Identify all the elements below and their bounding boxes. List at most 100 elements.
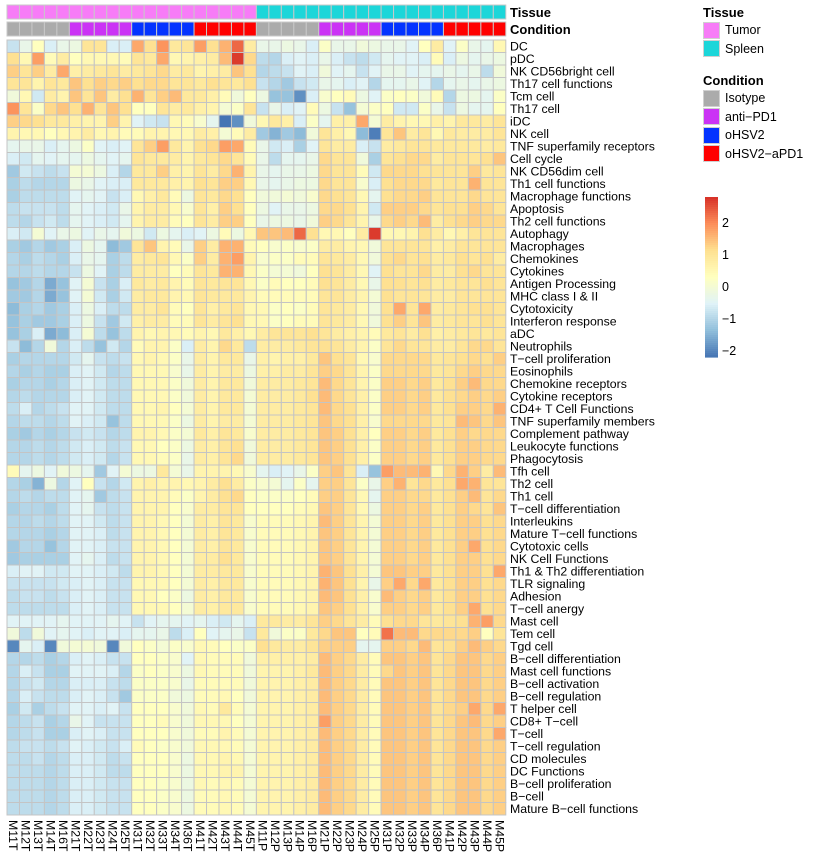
heatmap-cell [193, 377, 208, 391]
heatmap-cell [418, 739, 432, 753]
heatmap-cell [255, 227, 270, 241]
heatmap-cell [93, 577, 108, 591]
heatmap-cell [243, 789, 257, 803]
tissue-annotation-cell [343, 4, 357, 20]
heatmap-cell [206, 464, 220, 478]
heatmap-cell [230, 727, 245, 741]
heatmap-cell [193, 277, 208, 291]
row-label: NK cell [510, 127, 549, 141]
heatmap-cell [131, 64, 145, 78]
heatmap-cell [442, 602, 457, 616]
heatmap-cell [168, 739, 183, 753]
heatmap-cell [355, 752, 370, 766]
heatmap-cell [93, 377, 108, 391]
heatmap-cell [455, 189, 469, 203]
heatmap-cell [430, 577, 444, 591]
heatmap-cell [405, 514, 420, 528]
heatmap-cell [106, 389, 120, 403]
heatmap-cell [318, 789, 332, 803]
heatmap-cell [430, 602, 444, 616]
heatmap-cell [255, 414, 270, 428]
heatmap-cell [230, 689, 245, 703]
heatmap-cell [131, 327, 145, 341]
heatmap-cell [318, 652, 332, 666]
tissue-annotation-cell [418, 4, 432, 20]
heatmap-cell [405, 502, 420, 516]
heatmap-cell [230, 789, 245, 803]
tissue-annotation-cell [492, 4, 507, 20]
heatmap-cell [31, 289, 45, 303]
heatmap-cell [156, 439, 170, 453]
heatmap-cell [368, 89, 382, 103]
heatmap-cell [43, 214, 58, 228]
heatmap-cell [218, 214, 232, 228]
heatmap-cell [56, 664, 70, 678]
heatmap-cell [343, 302, 357, 316]
heatmap-cell [243, 427, 257, 441]
heatmap-cell [442, 352, 457, 366]
heatmap-cell [156, 214, 170, 228]
heatmap-cell [455, 77, 469, 91]
heatmap-cell [93, 239, 108, 253]
heatmap-cell [68, 64, 83, 78]
heatmap-cell [318, 252, 332, 266]
heatmap-cell [318, 452, 332, 466]
heatmap-cell [492, 489, 507, 503]
heatmap-cell [380, 102, 395, 116]
heatmap-cell [442, 802, 457, 816]
heatmap-cell [418, 589, 432, 603]
heatmap-cell [305, 227, 320, 241]
heatmap-cell [118, 214, 133, 228]
heatmap-cell [318, 102, 332, 116]
heatmap-cell [143, 502, 158, 516]
heatmap-cell [181, 77, 195, 91]
heatmap-cell [243, 414, 257, 428]
heatmap-cell [305, 127, 320, 141]
heatmap-cell [6, 39, 20, 53]
heatmap-cell [118, 402, 133, 416]
heatmap-cell [480, 439, 494, 453]
heatmap-cell [193, 789, 208, 803]
heatmap-cell [368, 552, 382, 566]
heatmap-cell [31, 652, 45, 666]
heatmap-cell [455, 564, 469, 578]
column-label: M32T [143, 820, 157, 852]
heatmap-cell [243, 752, 257, 766]
heatmap-cell [56, 302, 70, 316]
heatmap-cell [418, 264, 432, 278]
heatmap-cell [68, 564, 83, 578]
column-label: M44T [230, 820, 244, 852]
heatmap-cell [318, 64, 332, 78]
heatmap-cell [131, 227, 145, 241]
heatmap-cell [455, 589, 469, 603]
heatmap-cell [156, 627, 170, 641]
heatmap-cell [18, 702, 33, 716]
heatmap-cell [68, 277, 83, 291]
heatmap-cell [193, 577, 208, 591]
heatmap-cell [18, 552, 33, 566]
heatmap-cell [56, 752, 70, 766]
heatmap-cell [418, 364, 432, 378]
heatmap-cell [56, 102, 70, 116]
heatmap-cell [268, 102, 282, 116]
heatmap-cell [31, 389, 45, 403]
heatmap-cell [243, 564, 257, 578]
heatmap-cell [480, 677, 494, 691]
heatmap-cell [418, 139, 432, 153]
heatmap-cell [318, 127, 332, 141]
heatmap-cell [455, 364, 469, 378]
row-label: B−cell [510, 790, 544, 804]
heatmap-cell [106, 802, 120, 816]
heatmap-cell [6, 64, 20, 78]
heatmap-cell [330, 764, 345, 778]
heatmap-cell [56, 489, 70, 503]
color-scale-legend: 210−1−2 [705, 197, 736, 358]
heatmap-cell [143, 114, 158, 128]
heatmap-cell [181, 752, 195, 766]
heatmap-cell [81, 64, 95, 78]
heatmap-cell [255, 314, 270, 328]
heatmap-cell [480, 164, 494, 178]
heatmap-cell [355, 139, 370, 153]
heatmap-cell [168, 427, 183, 441]
heatmap-cell [455, 439, 469, 453]
